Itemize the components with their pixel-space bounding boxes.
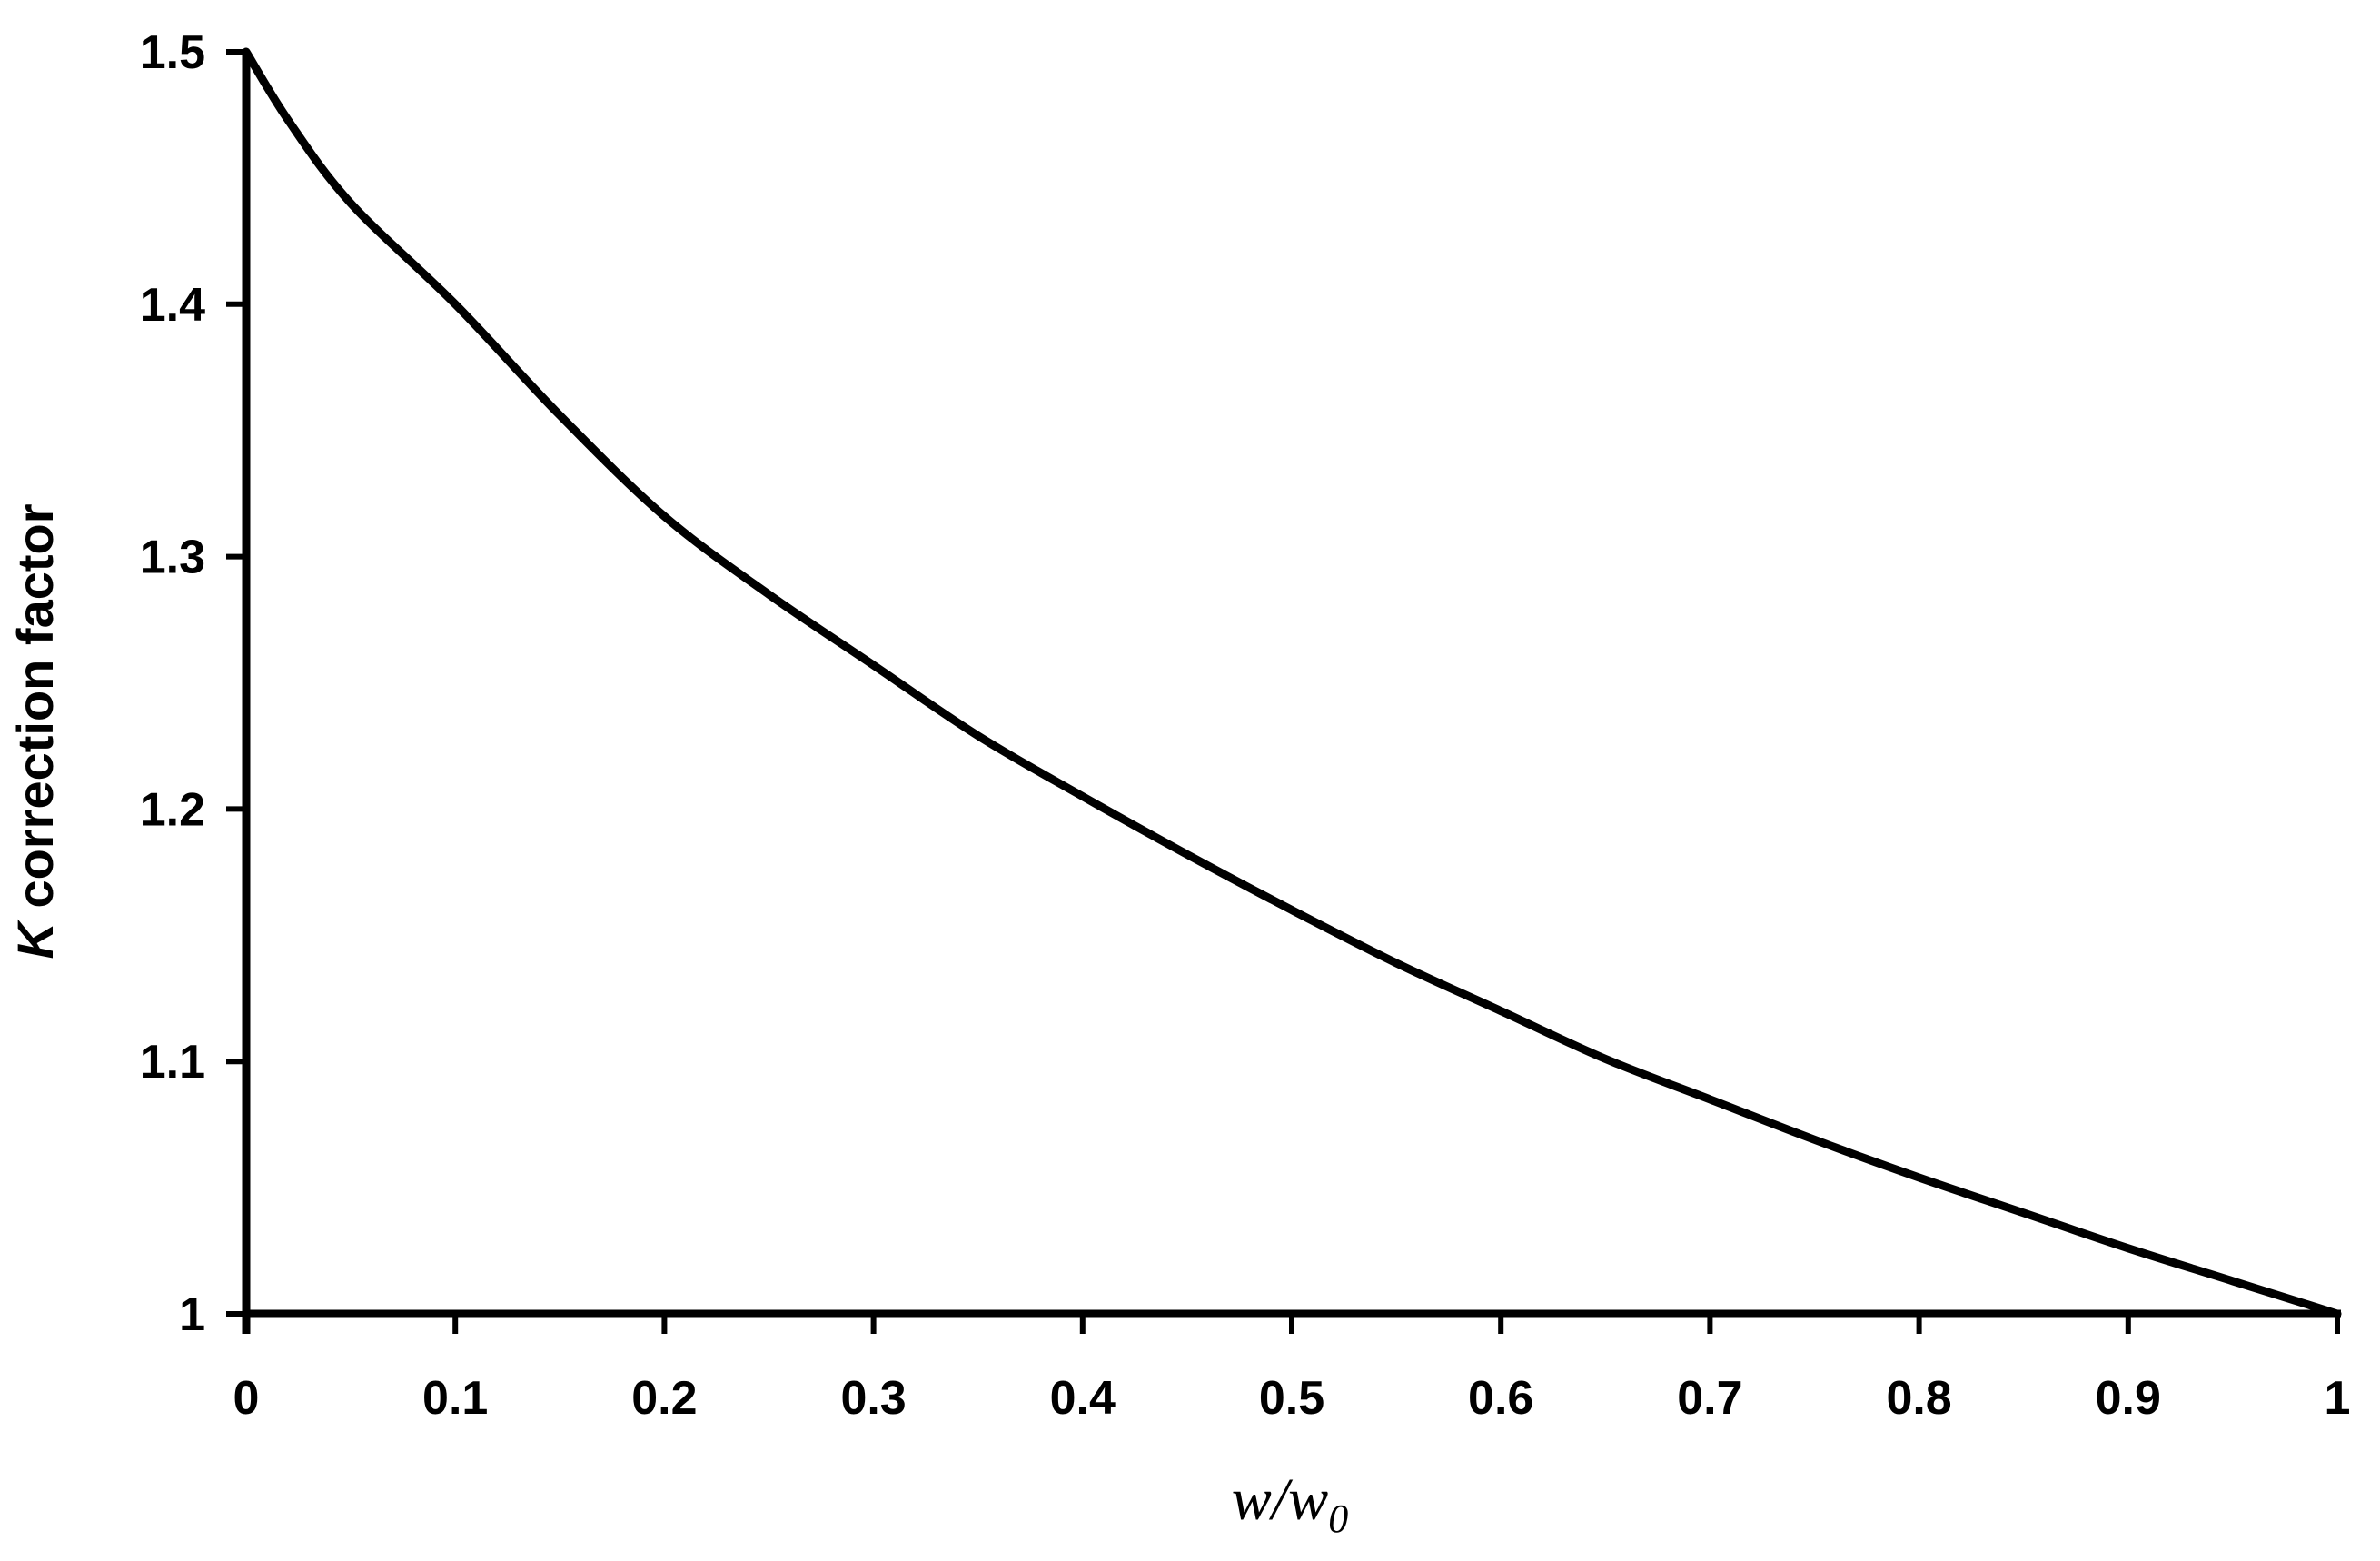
x-tick-label: 0 xyxy=(233,1372,260,1425)
x-tick-label: 0.2 xyxy=(631,1372,697,1425)
y-axis-ticks: 1 1.1 1.2 1.3 1.4 1.5 xyxy=(140,26,246,1341)
x-axis-ticks: 0 0.1 0.2 0.3 0.4 0.5 0.6 0.7 0.8 0.9 1 xyxy=(233,1314,2351,1425)
x-axis-label-subscript: 0 xyxy=(1328,1496,1348,1541)
axes xyxy=(242,52,2341,1334)
x-tick-label: 1 xyxy=(2325,1372,2351,1425)
x-tick-label: 0.5 xyxy=(1259,1372,1324,1425)
x-tick-label: 0.8 xyxy=(1886,1372,1951,1425)
plot-area xyxy=(242,47,2342,1318)
y-tick-label: 1 xyxy=(179,1288,205,1341)
y-axis-label-symbol: K xyxy=(6,920,64,959)
x-tick-label: 0.3 xyxy=(840,1372,906,1425)
y-tick-label: 1.5 xyxy=(140,26,205,79)
y-tick-label: 1.3 xyxy=(140,532,205,584)
x-axis-label: w/w0 xyxy=(1232,1467,1348,1541)
y-axis-label-text: correction factor xyxy=(6,503,64,922)
x-tick-label: 0.1 xyxy=(422,1372,488,1425)
series-line xyxy=(242,47,2342,1318)
x-tick-label: 0.9 xyxy=(2096,1372,2161,1425)
x-tick-label: 0.6 xyxy=(1468,1372,1533,1425)
x-tick-label: 0.7 xyxy=(1677,1372,1742,1425)
x-tick-label: 0.4 xyxy=(1050,1372,1116,1425)
y-axis-label: K correction factor xyxy=(6,503,64,959)
y-tick-label: 1.2 xyxy=(140,783,205,836)
x-axis-label-base: w/w xyxy=(1232,1467,1328,1533)
y-tick-label: 1.1 xyxy=(140,1036,205,1089)
y-tick-label: 1.4 xyxy=(140,279,205,332)
